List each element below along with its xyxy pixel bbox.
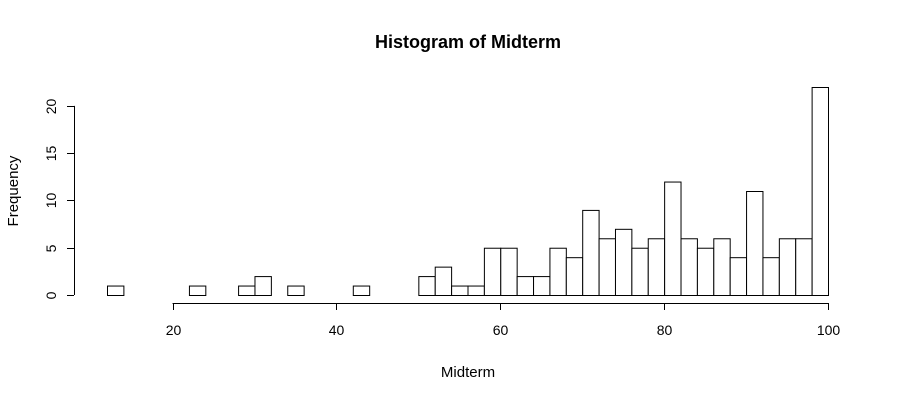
y-axis-label: Frequency	[5, 155, 22, 226]
histogram-bar	[647, 238, 666, 296]
histogram-bar	[352, 285, 371, 296]
histogram-bar	[254, 276, 272, 297]
histogram-bar	[287, 285, 305, 296]
histogram-bar	[565, 257, 584, 297]
y-tick-label: 10	[43, 193, 59, 209]
histogram-bar	[746, 191, 764, 296]
histogram-bar	[795, 238, 813, 296]
histogram-bar	[582, 209, 600, 296]
histogram-bar	[483, 247, 502, 297]
histogram-bar	[778, 238, 797, 296]
x-tick-label: 100	[817, 322, 841, 338]
x-tick-label: 20	[166, 322, 182, 338]
histogram-bar	[729, 257, 748, 297]
histogram-bar	[664, 181, 682, 296]
histogram-bar	[680, 238, 698, 296]
histogram-bar	[631, 247, 649, 297]
histogram-bar	[762, 257, 780, 297]
histogram-bar	[533, 276, 551, 297]
histogram-bar	[713, 238, 731, 296]
histogram-bar	[434, 266, 453, 296]
y-tick-label: 5	[43, 244, 59, 252]
y-tick-label: 20	[43, 99, 59, 115]
histogram-bar	[238, 285, 256, 296]
histogram-bar	[598, 238, 616, 296]
histogram-bar	[107, 285, 125, 296]
x-tick-label: 60	[493, 322, 509, 338]
x-tick-label: 80	[657, 322, 673, 338]
chart-title: Histogram of Midterm	[375, 32, 561, 52]
histogram-bar	[811, 87, 830, 296]
histogram-bar	[467, 285, 485, 296]
histogram-bar	[188, 285, 207, 296]
y-axis: 0 5 10 15 20	[43, 99, 75, 299]
bars-group	[107, 87, 830, 297]
histogram-bar	[696, 247, 715, 297]
histogram-bar	[549, 247, 567, 297]
x-axis-label: Midterm	[441, 364, 495, 381]
histogram-bar	[614, 228, 633, 296]
y-tick-label: 15	[43, 146, 59, 162]
x-tick-label: 40	[329, 322, 345, 338]
histogram-bar	[516, 276, 535, 297]
histogram-bar	[451, 285, 469, 296]
y-tick-label: 0	[43, 291, 59, 299]
x-axis: 20 40 60 80 100	[166, 303, 841, 338]
histogram-bar	[418, 276, 436, 297]
histogram-bar	[500, 247, 518, 297]
